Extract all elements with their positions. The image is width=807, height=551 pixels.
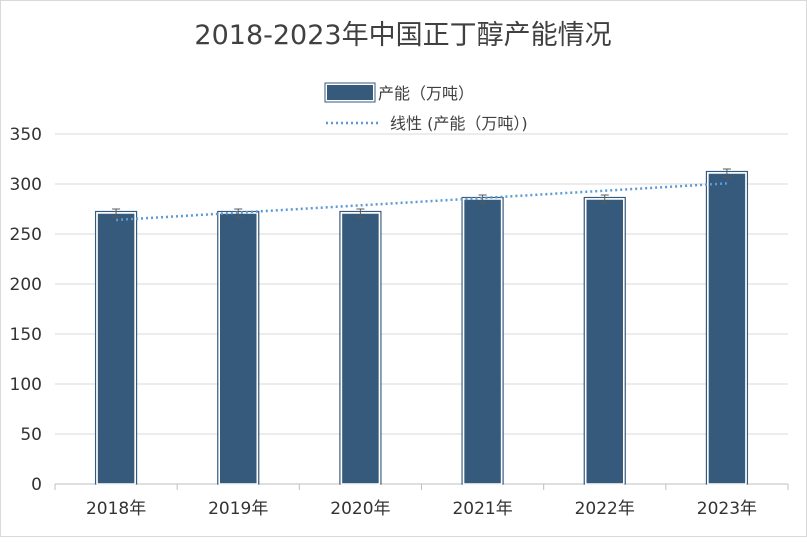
bar bbox=[96, 212, 136, 485]
bar bbox=[462, 198, 503, 485]
y-tick-label: 350 bbox=[10, 125, 42, 145]
bars bbox=[94, 170, 749, 485]
x-axis: 2018年 2019年 2020年 2021年 2022年 2023年 bbox=[54, 484, 789, 519]
gridlines bbox=[55, 133, 788, 485]
y-tick-label: 250 bbox=[10, 225, 42, 245]
bar bbox=[218, 212, 258, 485]
trendline bbox=[116, 182, 727, 222]
x-tick-label: 2018年 bbox=[86, 499, 146, 519]
bar bbox=[340, 212, 381, 485]
y-tick-label: 150 bbox=[10, 325, 42, 345]
y-tick-label: 100 bbox=[10, 375, 42, 395]
legend-bar-swatch-outline bbox=[324, 82, 376, 103]
y-axis: 0 50 100 150 200 250 300 350 bbox=[10, 125, 42, 495]
x-tick-label: 2020年 bbox=[330, 499, 390, 519]
legend-trendline-label: 线性 (产能（万吨）) bbox=[390, 114, 528, 133]
y-tick-label: 200 bbox=[10, 275, 42, 295]
x-tick-label: 2021年 bbox=[452, 499, 512, 519]
bar bbox=[707, 172, 747, 485]
x-tick-label: 2022年 bbox=[575, 499, 635, 519]
y-tick-label: 50 bbox=[20, 425, 42, 445]
legend: 产能（万吨） 线性 (产能（万吨）) bbox=[324, 82, 528, 133]
chart-title: 2018-2023年中国正丁醇产能情况 bbox=[194, 20, 611, 51]
trendline-line bbox=[116, 182, 727, 222]
x-tick-label: 2019年 bbox=[208, 499, 268, 519]
error-bars bbox=[112, 168, 731, 218]
legend-series-label: 产能（万吨） bbox=[378, 84, 474, 103]
legend-bar-swatch bbox=[325, 83, 375, 102]
y-tick-label: 0 bbox=[31, 475, 42, 495]
bar bbox=[585, 198, 625, 485]
x-tick-label: 2023年 bbox=[697, 499, 757, 519]
y-tick-label: 300 bbox=[10, 175, 42, 195]
